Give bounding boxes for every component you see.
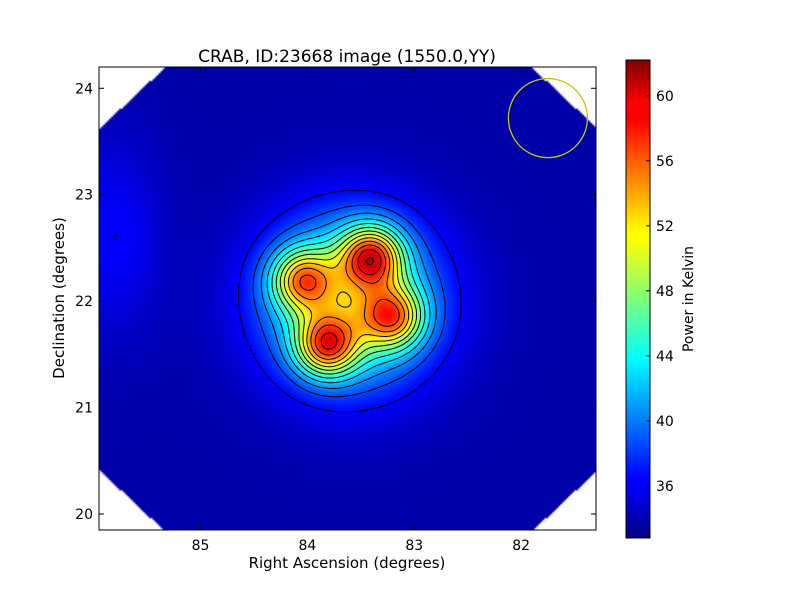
colorbar-tick-label: 56 bbox=[656, 154, 674, 170]
contour-line bbox=[275, 226, 422, 375]
colorbar-tick-label: 48 bbox=[656, 284, 674, 300]
contour-line bbox=[252, 204, 446, 398]
y-tick-label: 22 bbox=[75, 294, 93, 310]
heatmap-image bbox=[99, 67, 596, 530]
contour-line bbox=[260, 212, 437, 389]
contour-line bbox=[365, 257, 374, 266]
plot-frame bbox=[98, 66, 597, 531]
contour-lines bbox=[113, 189, 462, 413]
colorbar-ticks: 36 40 44 48 52 56 60 bbox=[646, 89, 674, 495]
contour-line bbox=[113, 189, 462, 413]
y-tick-label: 23 bbox=[75, 188, 93, 204]
colorbar-label: Power in Kelvin bbox=[681, 246, 697, 352]
y-tick-label: 21 bbox=[75, 401, 93, 417]
contour-line bbox=[320, 249, 382, 350]
colorbar-tick-label: 60 bbox=[656, 89, 674, 105]
y-axis: 20 21 22 23 24 bbox=[75, 81, 596, 523]
plot-area bbox=[98, 66, 597, 531]
beam-circle bbox=[507, 77, 589, 159]
x-tick-label: 84 bbox=[299, 538, 317, 554]
x-tick-label: 83 bbox=[405, 538, 423, 554]
y-axis-label: Declination (degrees) bbox=[50, 217, 68, 379]
contour-line bbox=[266, 218, 431, 384]
contour-line bbox=[287, 237, 410, 364]
chart-title: CRAB, ID:23668 image (1550.0,YY) bbox=[198, 47, 496, 67]
x-axis: 85 84 83 82 bbox=[192, 67, 530, 554]
y-tick-label: 20 bbox=[75, 507, 93, 523]
contour-line bbox=[299, 244, 400, 356]
contour-line bbox=[292, 240, 405, 360]
contour-line bbox=[279, 230, 418, 371]
colorbar-tick-label: 44 bbox=[656, 349, 674, 365]
x-tick-label: 82 bbox=[512, 538, 530, 554]
colorbar-gradient bbox=[625, 59, 651, 539]
colorbar-tick-label: 52 bbox=[656, 219, 674, 235]
x-axis-label: Right Ascension (degrees) bbox=[249, 554, 446, 572]
contour-line bbox=[283, 233, 414, 368]
colorbar-tick-label: 36 bbox=[656, 479, 674, 495]
colorbar: 36 40 44 48 52 56 60 Power in Kelvin bbox=[625, 59, 697, 539]
y-tick-label: 24 bbox=[75, 81, 93, 97]
colorbar-tick-label: 40 bbox=[656, 414, 674, 430]
x-tick-label: 85 bbox=[192, 538, 210, 554]
contour-line bbox=[271, 223, 426, 379]
